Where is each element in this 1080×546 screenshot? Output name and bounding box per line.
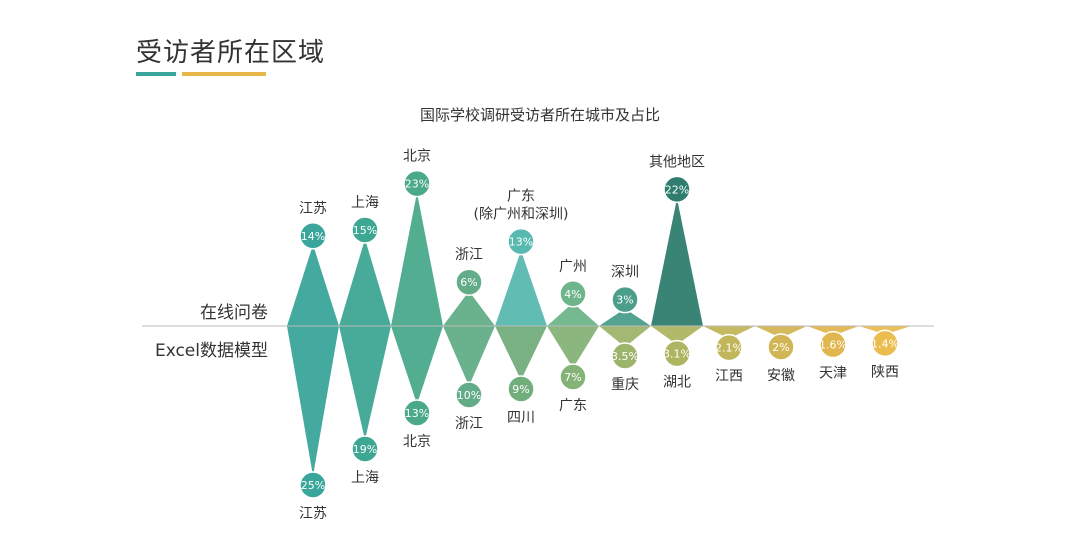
top-value-label: 23% [405,178,429,191]
bottom-diamond [339,326,391,440]
bottom-value-label: 3.1% [663,348,691,361]
title-underline-teal [136,72,176,76]
bottom-value-bubble [611,342,639,370]
bottom-value-label: 10% [457,389,481,402]
bottom-category-label: 江西 [715,369,743,385]
bottom-value-bubble [559,363,587,391]
bottom-value-bubble [871,329,899,358]
top-category-label: 广东 [507,189,535,205]
top-diamond [391,192,443,326]
bottom-value-bubble [403,399,431,427]
bottom-value-label: 7% [564,371,581,384]
page-title: 受访者所在区域 [136,38,326,68]
bottom-category-label: 浙江 [455,416,483,432]
bottom-category-label: 陕西 [871,364,899,380]
bottom-category-label: 四川 [507,410,535,426]
top-diamond [287,244,339,326]
top-value-bubble [299,222,327,250]
bottom-value-bubble [455,381,483,409]
top-value-bubble [559,280,587,308]
bottom-category-label: 重庆 [611,377,639,393]
top-diamond [495,250,547,326]
bottom-value-bubble [507,375,535,403]
top-value-label: 6% [460,276,477,289]
bottom-diamond [807,326,859,336]
bottom-category-label: 湖北 [663,375,691,391]
top-value-label: 22% [665,183,689,196]
bottom-diamond [443,326,495,386]
top-value-label: 15% [353,224,377,237]
bottom-value-bubble [299,471,327,499]
bottom-value-label: 1.4% [871,337,899,350]
bottom-diamond [391,326,443,404]
bottom-category-label: 安徽 [767,368,795,384]
bottom-diamond [495,326,547,380]
bottom-diamond [703,326,755,339]
top-diamond [339,239,391,326]
top-category-label: (除广州和深圳) [474,207,569,223]
top-category-label: 浙江 [455,247,483,263]
top-value-bubble [663,175,691,204]
bottom-value-bubble [819,330,847,359]
top-diamond [651,198,703,326]
bottom-diamond [547,326,599,368]
bottom-value-bubble [351,435,379,463]
bottom-value-label: 9% [512,383,529,396]
bottom-value-label: 3.5% [611,350,639,363]
top-value-bubble [403,169,431,198]
top-value-bubble [351,216,379,244]
top-value-label: 13% [509,236,533,249]
top-diamond [547,302,599,326]
top-value-label: 3% [616,294,633,307]
top-category-label: 深圳 [611,265,639,281]
chart-title: 国际学校调研受访者所在城市及占比 [420,106,660,124]
row-label-excel-model: Excel数据模型 [154,341,268,361]
top-value-bubble [507,227,535,256]
bottom-category-label: 广东 [559,398,587,414]
title-underline-gold [182,72,266,76]
bottom-diamond [755,326,807,338]
row-label-online-survey: 在线问卷 [200,303,268,323]
top-value-label: 4% [564,288,581,301]
bottom-value-label: 19% [353,443,377,456]
bottom-category-label: 天津 [819,366,847,382]
bottom-category-label: 上海 [351,470,379,486]
top-value-label: 14% [301,230,325,243]
bottom-value-bubble [663,339,691,368]
top-value-bubble [611,285,639,314]
bottom-value-bubble [715,333,743,362]
top-category-label: 其他地区 [649,154,705,170]
bottom-category-label: 北京 [403,434,431,450]
bottom-value-label: 2% [772,341,789,354]
top-category-label: 上海 [351,195,379,211]
bottom-value-bubble [767,333,795,361]
bottom-value-label: 1.6% [819,339,847,352]
top-category-label: 江苏 [299,201,327,217]
top-category-label: 广州 [559,259,587,275]
bottom-diamond [599,326,651,347]
bottom-value-label: 25% [301,479,325,492]
bottom-diamond [651,326,703,345]
bottom-value-label: 13% [405,407,429,420]
bottom-diamond [287,326,339,476]
top-diamond [599,308,651,326]
top-diamond [443,291,495,326]
top-category-label: 北京 [403,149,431,165]
bottom-value-label: 2.1% [715,342,743,355]
top-value-bubble [455,268,483,296]
bottom-category-label: 江苏 [299,506,327,522]
